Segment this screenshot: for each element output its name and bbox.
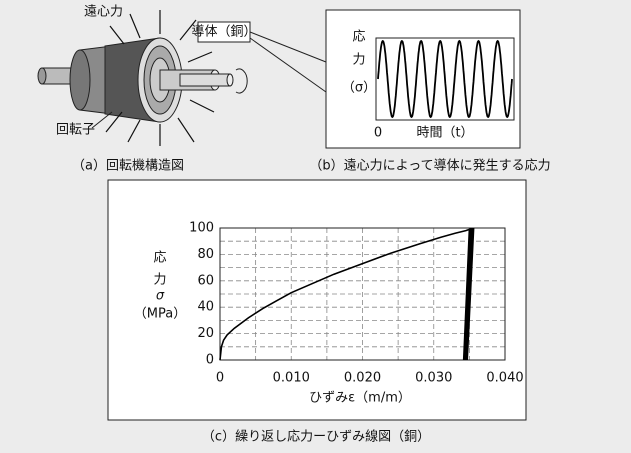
origin-b: 0 [374, 126, 382, 141]
y-tick-label: 20 [197, 326, 214, 341]
x-tick-label: 0 [216, 371, 224, 386]
xlabel-b: 時間（t） [416, 126, 473, 141]
y-tick-label: 0 [206, 353, 214, 368]
caption-c: （c）繰り返し応力ーひずみ線図（銅） [202, 429, 430, 445]
y-tick-label: 60 [197, 273, 214, 288]
y-tick-label: 40 [197, 300, 214, 315]
y-label: 力 [153, 273, 166, 288]
x-tick-label: 0.040 [486, 371, 523, 386]
y-label: （MPa） [134, 307, 186, 322]
x-label: ひずみε（m/m） [309, 391, 411, 406]
x-tick-label: 0.020 [344, 371, 381, 386]
ylabel-b: 力 [352, 53, 365, 68]
ylabel-b: （σ） [342, 81, 376, 96]
conductor-label: 導体（銅） [191, 25, 256, 40]
y-tick-label: 100 [189, 221, 214, 236]
y-label: 応 [153, 251, 166, 266]
caption-a: （a）回転機構造図 [72, 159, 184, 174]
y-label: σ [156, 289, 165, 304]
x-tick-label: 0.010 [273, 371, 310, 386]
force-label: 遠心力 [84, 5, 123, 20]
caption-b: （b）遠心力によって導体に発生する応力 [309, 159, 550, 174]
figure: 遠心力 導体（銅） 回転子 （a）回転機構造図 応 力 （σ） 0 時間（t） … [0, 0, 631, 453]
rotor-label: 回転子 [56, 123, 95, 138]
x-tick-label: 0.030 [415, 371, 452, 386]
figure-svg: 遠心力 導体（銅） 回転子 （a）回転機構造図 応 力 （σ） 0 時間（t） … [0, 0, 631, 453]
y-tick-label: 80 [197, 247, 214, 262]
panel-c [108, 180, 526, 420]
ylabel-b: 応 [352, 30, 365, 45]
